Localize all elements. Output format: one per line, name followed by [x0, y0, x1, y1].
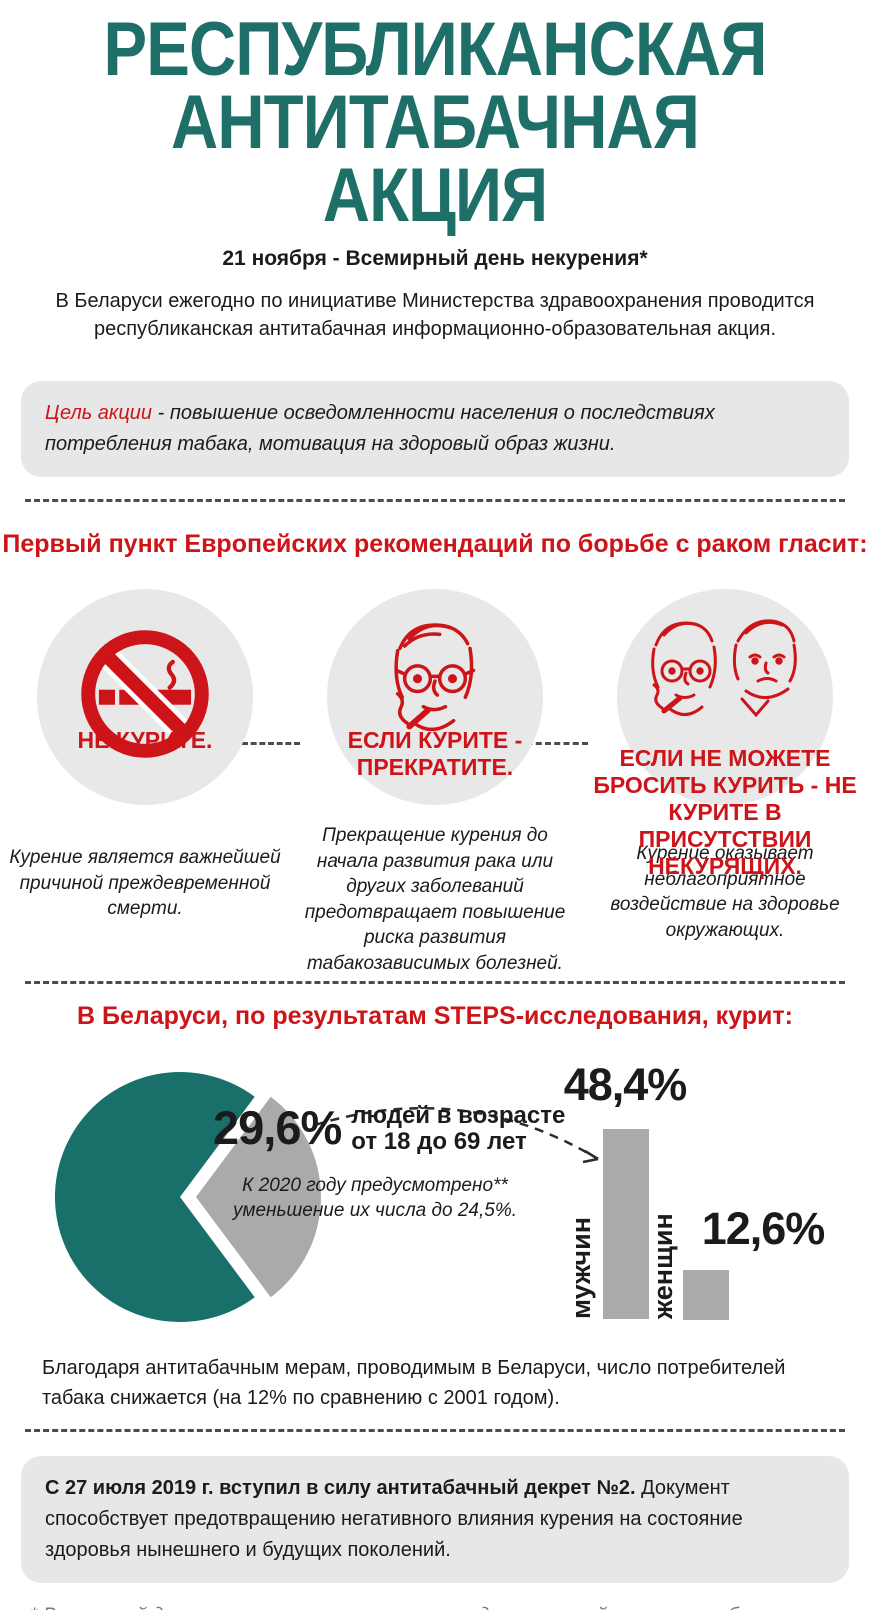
page-title-line1: РЕСПУБЛИКАНСКАЯ — [103, 7, 768, 92]
recommendation-title: ЕСЛИ КУРИТЕ - ПРЕКРАТИТЕ. — [347, 726, 523, 780]
recommendations-heading: Первый пункт Европейских рекомендаций по… — [2, 529, 868, 558]
recommendation-item: НЕ КУРИТЕ. Курение является важнейшей пр… — [0, 588, 290, 939]
decree-text: Документ способствует предотвращению нег… — [45, 1476, 743, 1561]
bar-women — [683, 1269, 729, 1320]
recommendation-description: Прекращение курения до начала развития р… — [304, 824, 566, 975]
recommendation-description: Курение оказывает неблагоприятное воздей… — [610, 842, 840, 941]
dashed-divider — [25, 980, 845, 984]
decree-lead: С 27 июля 2019 г. вступил в силу антитаб… — [45, 1476, 636, 1499]
page-title: РЕСПУБЛИКАНСКАЯ АНТИТАБАЧНАЯ АКЦИЯ — [61, 7, 809, 238]
decree-box: С 27 июля 2019 г. вступил в силу антитаб… — [21, 1455, 849, 1583]
footnote-1: * Всемирный день некурения отмечается еж… — [30, 1603, 840, 1610]
bar-men — [603, 1128, 649, 1319]
pie-label: людей в возрасте от 18 до 69 лет — [351, 1101, 566, 1156]
dashed-divider — [25, 1428, 845, 1432]
goal-box: Цель акции - повышение осведомленности н… — [21, 380, 849, 477]
circle-badge — [37, 588, 253, 805]
no-smoking-icon — [70, 619, 220, 774]
subtitle: 21 ноября - Всемирный день некурения* — [222, 246, 648, 270]
recommendation-item: ЕСЛИ КУРИТЕ - ПРЕКРАТИТЕ. Прекращение ку… — [290, 588, 580, 974]
recommendation-title: НЕ КУРИТЕ. — [77, 726, 213, 753]
page-title-line2: АНТИТАБАЧНАЯ АКЦИЯ — [170, 79, 700, 238]
smoker-face-icon — [365, 611, 505, 756]
circle-badge — [617, 588, 833, 805]
dashed-divider — [25, 498, 845, 502]
dashed-connector — [508, 741, 588, 745]
conclusion-paragraph: Благодаря антитабачным мерам, проводимым… — [42, 1356, 786, 1409]
pie-slice-smokers — [196, 1096, 321, 1298]
smoker-and-nonsmoker-icon — [638, 611, 813, 746]
recommendation-item: ЕСЛИ НЕ МОЖЕТЕ БРОСИТЬ КУРИТЬ - НЕ КУРИТ… — [580, 588, 870, 941]
dashed-arrow — [314, 1106, 599, 1164]
pie-caption: 29,6% людей в возрасте от 18 до 69 лет — [213, 1100, 565, 1156]
recommendation-title: ЕСЛИ НЕ МОЖЕТЕ БРОСИТЬ КУРИТЬ - НЕ КУРИТ… — [593, 744, 857, 880]
pie-chart — [54, 1071, 321, 1322]
goal-label: Цель акции — [45, 401, 153, 424]
circle-badge — [327, 588, 543, 805]
intro-paragraph: В Беларуси ежегодно по инициативе Минист… — [55, 289, 815, 340]
dashed-connector — [242, 741, 300, 745]
pie-note: К 2020 году предусмотрено** уменьшение и… — [232, 1174, 518, 1221]
bar-value-men: 48,4% — [563, 1058, 688, 1110]
bar-category-men: мужчин — [566, 1216, 596, 1319]
goal-text: - повышение осведомленности населения о … — [45, 401, 715, 455]
footnotes: * Всемирный день некурения отмечается еж… — [30, 1603, 840, 1610]
bar-category-women: женщин — [648, 1213, 678, 1319]
pie-slice-nonsmokers — [54, 1071, 255, 1322]
pie-value: 29,6% — [213, 1100, 342, 1154]
steps-heading: В Беларуси, по результатам STEPS-исследо… — [77, 1001, 793, 1030]
bar-value-women: 12,6% — [701, 1202, 826, 1254]
steps-chart: 29,6% людей в возрасте от 18 до 69 лет К… — [0, 1037, 870, 1329]
recommendation-description: Курение является важнейшей причиной преж… — [9, 846, 281, 920]
recommendations-row: НЕ КУРИТЕ. Курение является важнейшей пр… — [0, 588, 870, 974]
